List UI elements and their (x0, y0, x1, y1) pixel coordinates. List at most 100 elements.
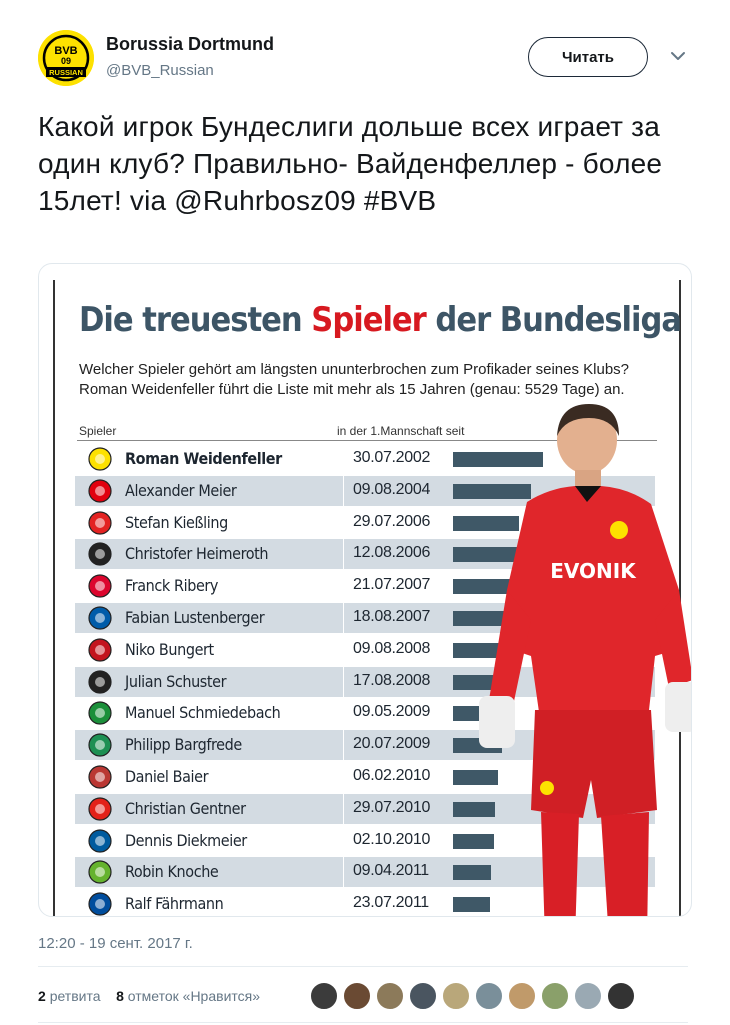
author-name[interactable]: Borussia Dortmund (106, 34, 275, 54)
club-crest-icon (88, 670, 112, 694)
liker-avatar[interactable] (409, 982, 437, 1010)
column-header-player: Spieler (79, 424, 117, 438)
club-crest-icon (88, 829, 112, 853)
liker-avatar[interactable] (442, 982, 470, 1010)
club-crest-icon (88, 542, 112, 566)
player-name: Alexander Meier (125, 481, 237, 500)
likes-label[interactable]: отметок «Нравится» (127, 988, 261, 1004)
follow-button[interactable]: Читать (528, 37, 648, 77)
tenure-bar (453, 516, 519, 531)
retweets-count[interactable]: 2 (38, 988, 46, 1004)
club-crest-icon (88, 511, 112, 535)
row-separator (343, 794, 344, 824)
player-name: Stefan Kießling (125, 513, 228, 532)
tenure-bar (453, 834, 494, 849)
player-row: Roman Weidenfeller 30.07.2002 (75, 444, 655, 474)
title-part-1: Die treuesten (79, 300, 312, 340)
player-date: 02.10.2010 (353, 831, 431, 848)
player-date: 12.08.2006 (353, 544, 431, 561)
player-name: Dennis Diekmeier (125, 831, 247, 850)
tenure-bar (453, 865, 491, 880)
player-date: 09.05.2009 (353, 703, 431, 720)
player-name: Julian Schuster (125, 672, 227, 691)
row-separator (343, 571, 344, 601)
player-name: Christofer Heimeroth (125, 544, 269, 563)
player-name: Fabian Lustenberger (125, 608, 265, 627)
tenure-bar (453, 897, 490, 912)
club-crest-icon (88, 606, 112, 630)
player-date: 18.08.2007 (353, 608, 431, 625)
player-row: Franck Ribery 21.07.2007 (75, 571, 655, 601)
club-crest-icon (88, 892, 112, 916)
chevron-down-icon[interactable] (668, 46, 688, 66)
author-handle[interactable]: @BVB_Russian (106, 62, 214, 79)
retweets-label[interactable]: ретвита (49, 988, 101, 1004)
player-name: Robin Knoche (125, 862, 219, 881)
row-separator (343, 508, 344, 538)
player-name: Philipp Bargfrede (125, 735, 242, 754)
liker-avatar[interactable] (310, 982, 338, 1010)
player-date: 29.07.2010 (353, 799, 431, 816)
title-part-2: der Bundesliga (425, 300, 682, 340)
tweet-text: Какой игрок Бундеслиги дольше всех играе… (38, 111, 663, 216)
tenure-bar (453, 611, 513, 626)
row-separator (343, 476, 344, 506)
row-separator (343, 826, 344, 856)
club-crest-icon (88, 797, 112, 821)
player-date: 21.07.2007 (353, 576, 431, 593)
liker-avatar[interactable] (376, 982, 404, 1010)
row-separator (343, 444, 344, 474)
player-row: Stefan Kießling 29.07.2006 (75, 508, 655, 538)
avatar-text-mid: 09 (61, 56, 71, 66)
goalkeeper-illustration: EVONIK (479, 404, 691, 916)
player-name: Ralf Fährmann (125, 894, 224, 913)
club-crest-icon (88, 701, 112, 725)
club-crest-icon (88, 765, 112, 789)
tenure-bar (453, 643, 507, 658)
player-name: Christian Gentner (125, 799, 246, 818)
infographic: Die treuesten Spieler der Bundesliga Wel… (53, 280, 691, 916)
likes-count[interactable]: 8 (116, 988, 124, 1004)
liker-avatar[interactable] (574, 982, 602, 1010)
player-date: 09.08.2008 (353, 640, 431, 657)
liker-avatar[interactable] (541, 982, 569, 1010)
liker-avatar[interactable] (475, 982, 503, 1010)
tenure-bar (453, 770, 498, 785)
club-crest-icon (88, 733, 112, 757)
player-date: 06.02.2010 (353, 767, 431, 784)
row-separator (343, 603, 344, 633)
row-separator (343, 889, 344, 916)
player-row: Niko Bungert 09.08.2008 (75, 635, 655, 665)
tweet-media-image[interactable]: Die treuesten Spieler der Bundesliga Wel… (38, 263, 692, 917)
divider-top (38, 966, 688, 967)
liker-avatar[interactable] (343, 982, 371, 1010)
avatar-text-top: BVB (54, 45, 77, 57)
player-row: Dennis Diekmeier 02.10.2010 (75, 826, 655, 856)
liker-avatar[interactable] (508, 982, 536, 1010)
header-divider (77, 440, 657, 441)
tweet-stats: 2 ретвита 8 отметок «Нравится» (38, 988, 260, 1004)
tweet-timestamp[interactable]: 12:20 - 19 сент. 2017 г. (38, 935, 193, 952)
tenure-bar (453, 802, 495, 817)
player-date: 17.08.2008 (353, 672, 431, 689)
player-date: 23.07.2011 (353, 894, 429, 911)
club-crest-icon (88, 638, 112, 662)
row-separator (343, 539, 344, 569)
club-crest-icon (88, 447, 112, 471)
row-separator (343, 730, 344, 760)
tenure-bar (453, 579, 513, 594)
player-name: Roman Weidenfeller (125, 449, 282, 468)
player-date: 09.08.2004 (353, 481, 431, 498)
liker-avatar[interactable] (607, 982, 635, 1010)
player-date: 09.04.2011 (353, 862, 429, 879)
player-date: 20.07.2009 (353, 735, 431, 752)
jersey-sponsor-text: EVONIK (550, 559, 637, 583)
player-date: 30.07.2002 (353, 449, 431, 466)
player-date: 29.07.2006 (353, 513, 431, 530)
author-avatar[interactable]: BVB 09 RUSSIAN (38, 30, 94, 86)
bvb-logo-icon: BVB 09 RUSSIAN (38, 30, 94, 86)
club-crest-icon (88, 860, 112, 884)
tenure-bar (453, 547, 519, 562)
row-separator (343, 857, 344, 887)
